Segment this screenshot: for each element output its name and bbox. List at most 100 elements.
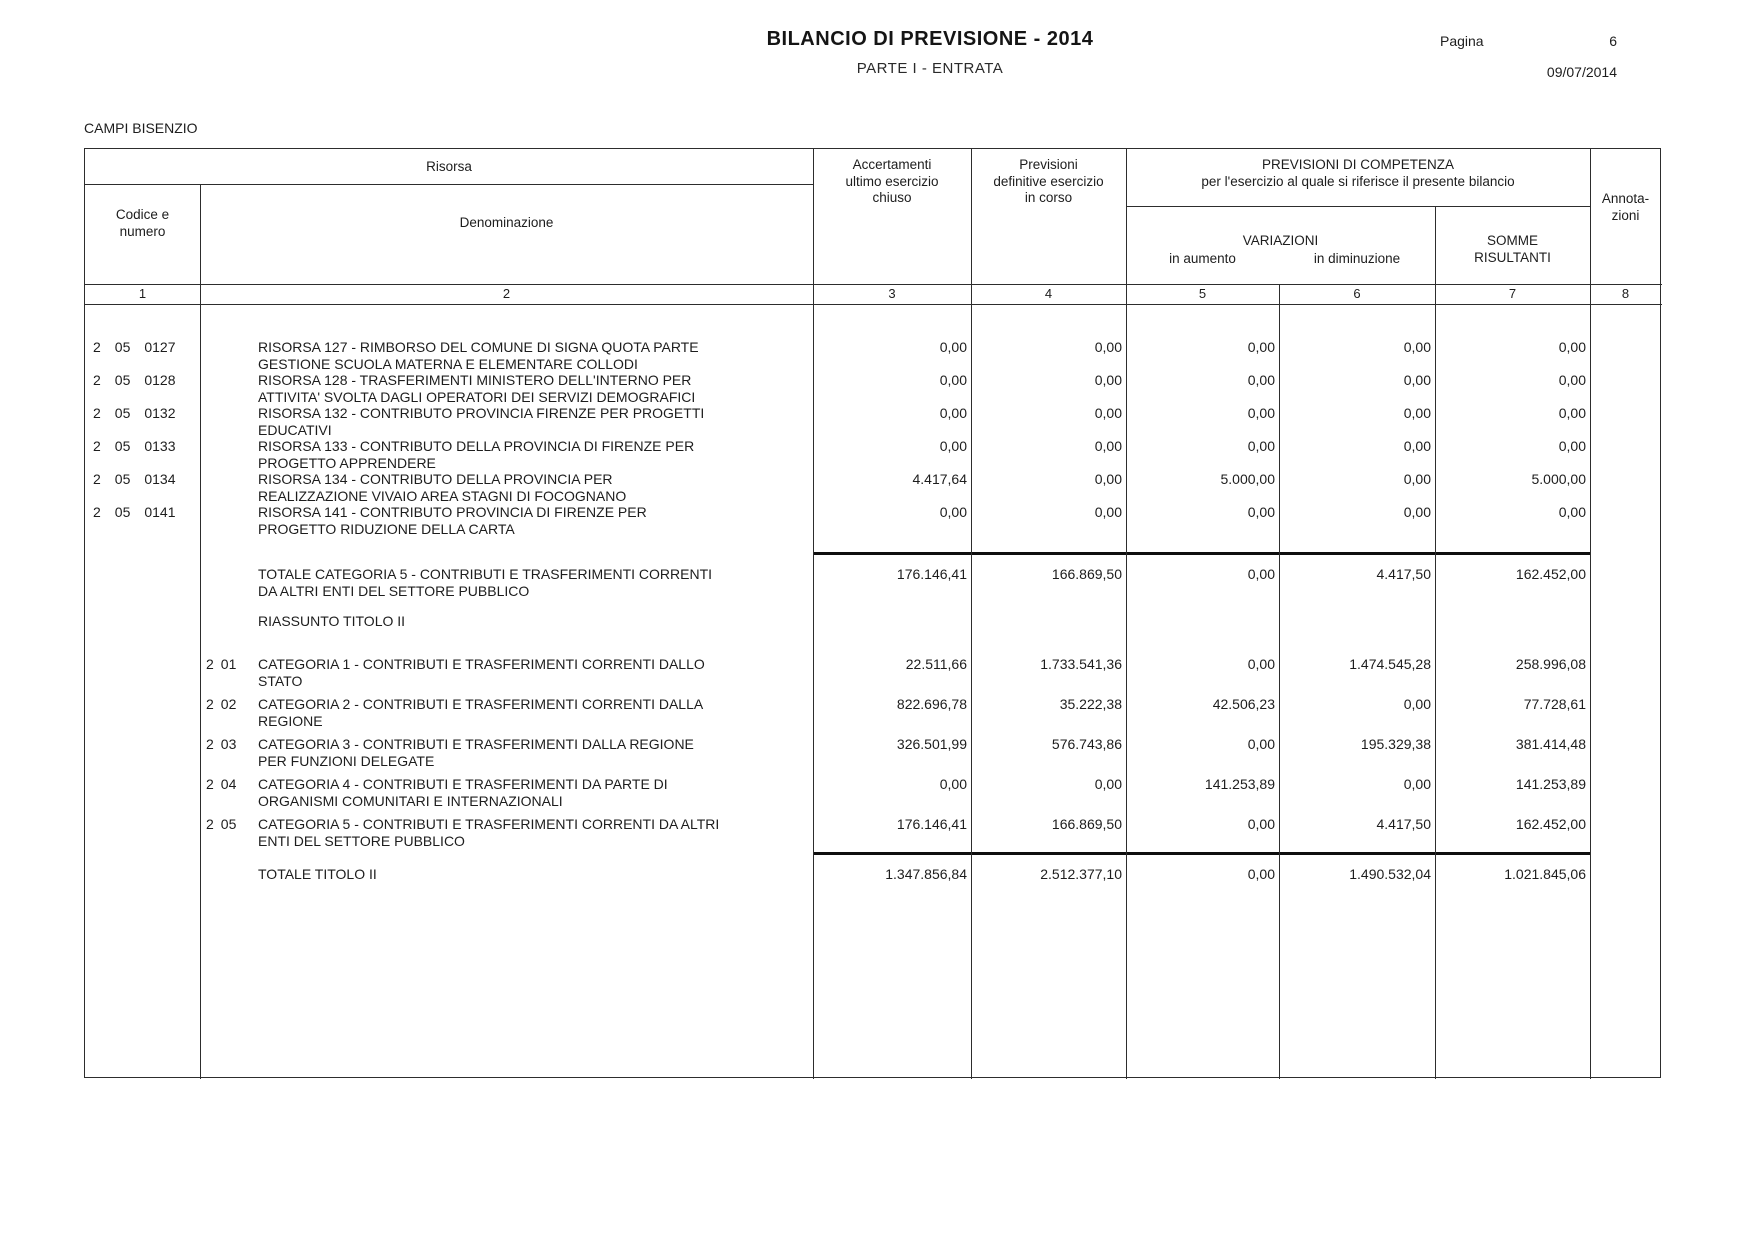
header-variazioni: VARIAZIONI <box>1242 233 1319 248</box>
row-description: PER FUNZIONI DELEGATE <box>258 752 435 769</box>
row-value: 0,00 <box>1094 438 1122 454</box>
row-value: 0,00 <box>1403 776 1431 792</box>
row-code: 2 01 <box>206 656 237 672</box>
column-number-1: 1 <box>138 286 147 301</box>
table-gridline-vertical <box>1435 206 1436 1079</box>
row-value: 0,00 <box>939 504 967 520</box>
row-description: RISORSA 133 - CONTRIBUTO DELLA PROVINCIA… <box>258 438 695 454</box>
page-number-label: Pagina <box>1440 33 1484 49</box>
row-description: RISORSA 134 - CONTRIBUTO DELLA PROVINCIA… <box>258 471 613 487</box>
row-description: PROGETTO APPRENDERE <box>258 454 436 471</box>
row-value: 0,00 <box>1403 504 1431 520</box>
row-value: 326.501,99 <box>896 736 967 752</box>
total-rule <box>813 852 1590 855</box>
total-rule <box>813 552 1590 555</box>
row-description: CATEGORIA 3 - CONTRIBUTI E TRASFERIMENTI… <box>258 736 694 752</box>
row-value: 0,00 <box>1247 405 1275 421</box>
row-value: 0,00 <box>1558 372 1586 388</box>
row-value: 0,00 <box>1094 339 1122 355</box>
header-risorsa: Risorsa <box>426 159 472 174</box>
document-header: BILANCIO DI PREVISIONE - 2014 PARTE I - … <box>400 0 1460 77</box>
row-description: DA ALTRI ENTI DEL SETTORE PUBBLICO <box>258 582 530 599</box>
row-code: 2 05 <box>206 816 237 832</box>
row-value: 0,00 <box>1403 372 1431 388</box>
row-value: 0,00 <box>1247 438 1275 454</box>
column-number-8: 8 <box>1621 286 1630 301</box>
row-value: 0,00 <box>1403 438 1431 454</box>
row-value: 0,00 <box>1403 339 1431 355</box>
row-value: 0,00 <box>1247 339 1275 355</box>
row-value: 35.222,38 <box>1059 696 1122 712</box>
row-description: EDUCATIVI <box>258 421 332 438</box>
row-description: CATEGORIA 2 - CONTRIBUTI E TRASFERIMENTI… <box>258 696 704 712</box>
column-number-4: 4 <box>1044 286 1053 301</box>
row-value: 258.996,08 <box>1515 656 1586 672</box>
row-description: REGIONE <box>258 712 323 729</box>
table-gridline-vertical <box>971 149 972 1079</box>
row-value: 381.414,48 <box>1515 736 1586 752</box>
header-annotazioni: Annota- zioni <box>1601 191 1650 223</box>
entity-name: CAMPI BISENZIO <box>84 120 198 136</box>
row-value: 0,00 <box>1247 736 1275 752</box>
row-description: PROGETTO RIDUZIONE DELLA CARTA <box>258 520 515 537</box>
row-value: 5.000,00 <box>1531 471 1587 487</box>
row-description: ATTIVITA' SVOLTA DAGLI OPERATORI DEI SER… <box>258 388 696 405</box>
row-code: 2 05 0133 <box>93 438 176 454</box>
header-in-aumento: in aumento <box>1169 251 1236 266</box>
row-value: 0,00 <box>1558 405 1586 421</box>
column-number-3: 3 <box>888 286 896 301</box>
table-gridline-vertical <box>1126 149 1127 1079</box>
row-value: 4.417,50 <box>1376 566 1432 582</box>
column-number-5: 5 <box>1198 286 1207 301</box>
row-value: 195.329,38 <box>1360 736 1431 752</box>
row-description: CATEGORIA 1 - CONTRIBUTI E TRASFERIMENTI… <box>258 656 705 672</box>
row-value: 77.728,61 <box>1523 696 1586 712</box>
row-value: 4.417,64 <box>912 471 968 487</box>
row-description: CATEGORIA 5 - CONTRIBUTI E TRASFERIMENTI… <box>258 816 720 832</box>
row-code: 2 05 0128 <box>93 372 176 388</box>
page-number-value: 6 <box>1609 33 1617 49</box>
row-value: 0,00 <box>1558 438 1586 454</box>
table-gridline-horizontal <box>1126 206 1590 207</box>
row-description: TOTALE TITOLO II <box>258 866 377 882</box>
row-description: RISORSA 128 - TRASFERIMENTI MINISTERO DE… <box>258 372 692 388</box>
row-value: 22.511,66 <box>905 656 967 672</box>
table-gridline-vertical <box>200 184 201 1079</box>
budget-table: Risorsa Codice e numero Denominazione Ac… <box>84 148 1662 1079</box>
table-gridline-horizontal <box>85 184 813 185</box>
column-number-7: 7 <box>1508 286 1517 301</box>
page-subtitle: PARTE I - ENTRATA <box>856 60 1004 77</box>
row-code: 2 03 <box>206 736 237 752</box>
header-somme-risultanti: SOMME RISULTANTI <box>1474 233 1551 265</box>
row-value: 1.733.541,36 <box>1040 656 1122 672</box>
table-gridline-vertical <box>1279 284 1280 1079</box>
row-code: 2 02 <box>206 696 237 712</box>
row-value: 822.696,78 <box>896 696 967 712</box>
row-value: 0,00 <box>1094 405 1122 421</box>
row-value: 176.146,41 <box>896 566 967 582</box>
row-value: 1.347.856,84 <box>885 866 967 882</box>
row-description: CATEGORIA 4 - CONTRIBUTI E TRASFERIMENTI… <box>258 776 668 792</box>
row-value: 576.743,86 <box>1051 736 1122 752</box>
row-value: 0,00 <box>939 438 967 454</box>
row-value: 0,00 <box>1247 866 1275 882</box>
row-description: REALIZZAZIONE VIVAIO AREA STAGNI DI FOCO… <box>258 487 627 504</box>
row-value: 0,00 <box>1094 372 1122 388</box>
header-accertamenti: Accertamenti ultimo esercizio chiuso <box>845 157 939 205</box>
row-value: 176.146,41 <box>896 816 967 832</box>
row-value: 0,00 <box>1403 696 1431 712</box>
row-value: 0,00 <box>939 405 967 421</box>
row-value: 0,00 <box>1558 504 1586 520</box>
row-value: 166.869,50 <box>1051 816 1122 832</box>
row-value: 42.506,23 <box>1212 696 1275 712</box>
row-description: GESTIONE SCUOLA MATERNA E ELEMENTARE COL… <box>258 355 638 372</box>
row-value: 4.417,50 <box>1376 816 1432 832</box>
row-value: 0,00 <box>1247 816 1275 832</box>
row-code: 2 05 0134 <box>93 471 176 487</box>
row-value: 0,00 <box>939 372 967 388</box>
row-value: 141.253,89 <box>1515 776 1586 792</box>
row-value: 0,00 <box>1094 776 1122 792</box>
row-code: 2 04 <box>206 776 237 792</box>
row-value: 0,00 <box>1094 504 1122 520</box>
